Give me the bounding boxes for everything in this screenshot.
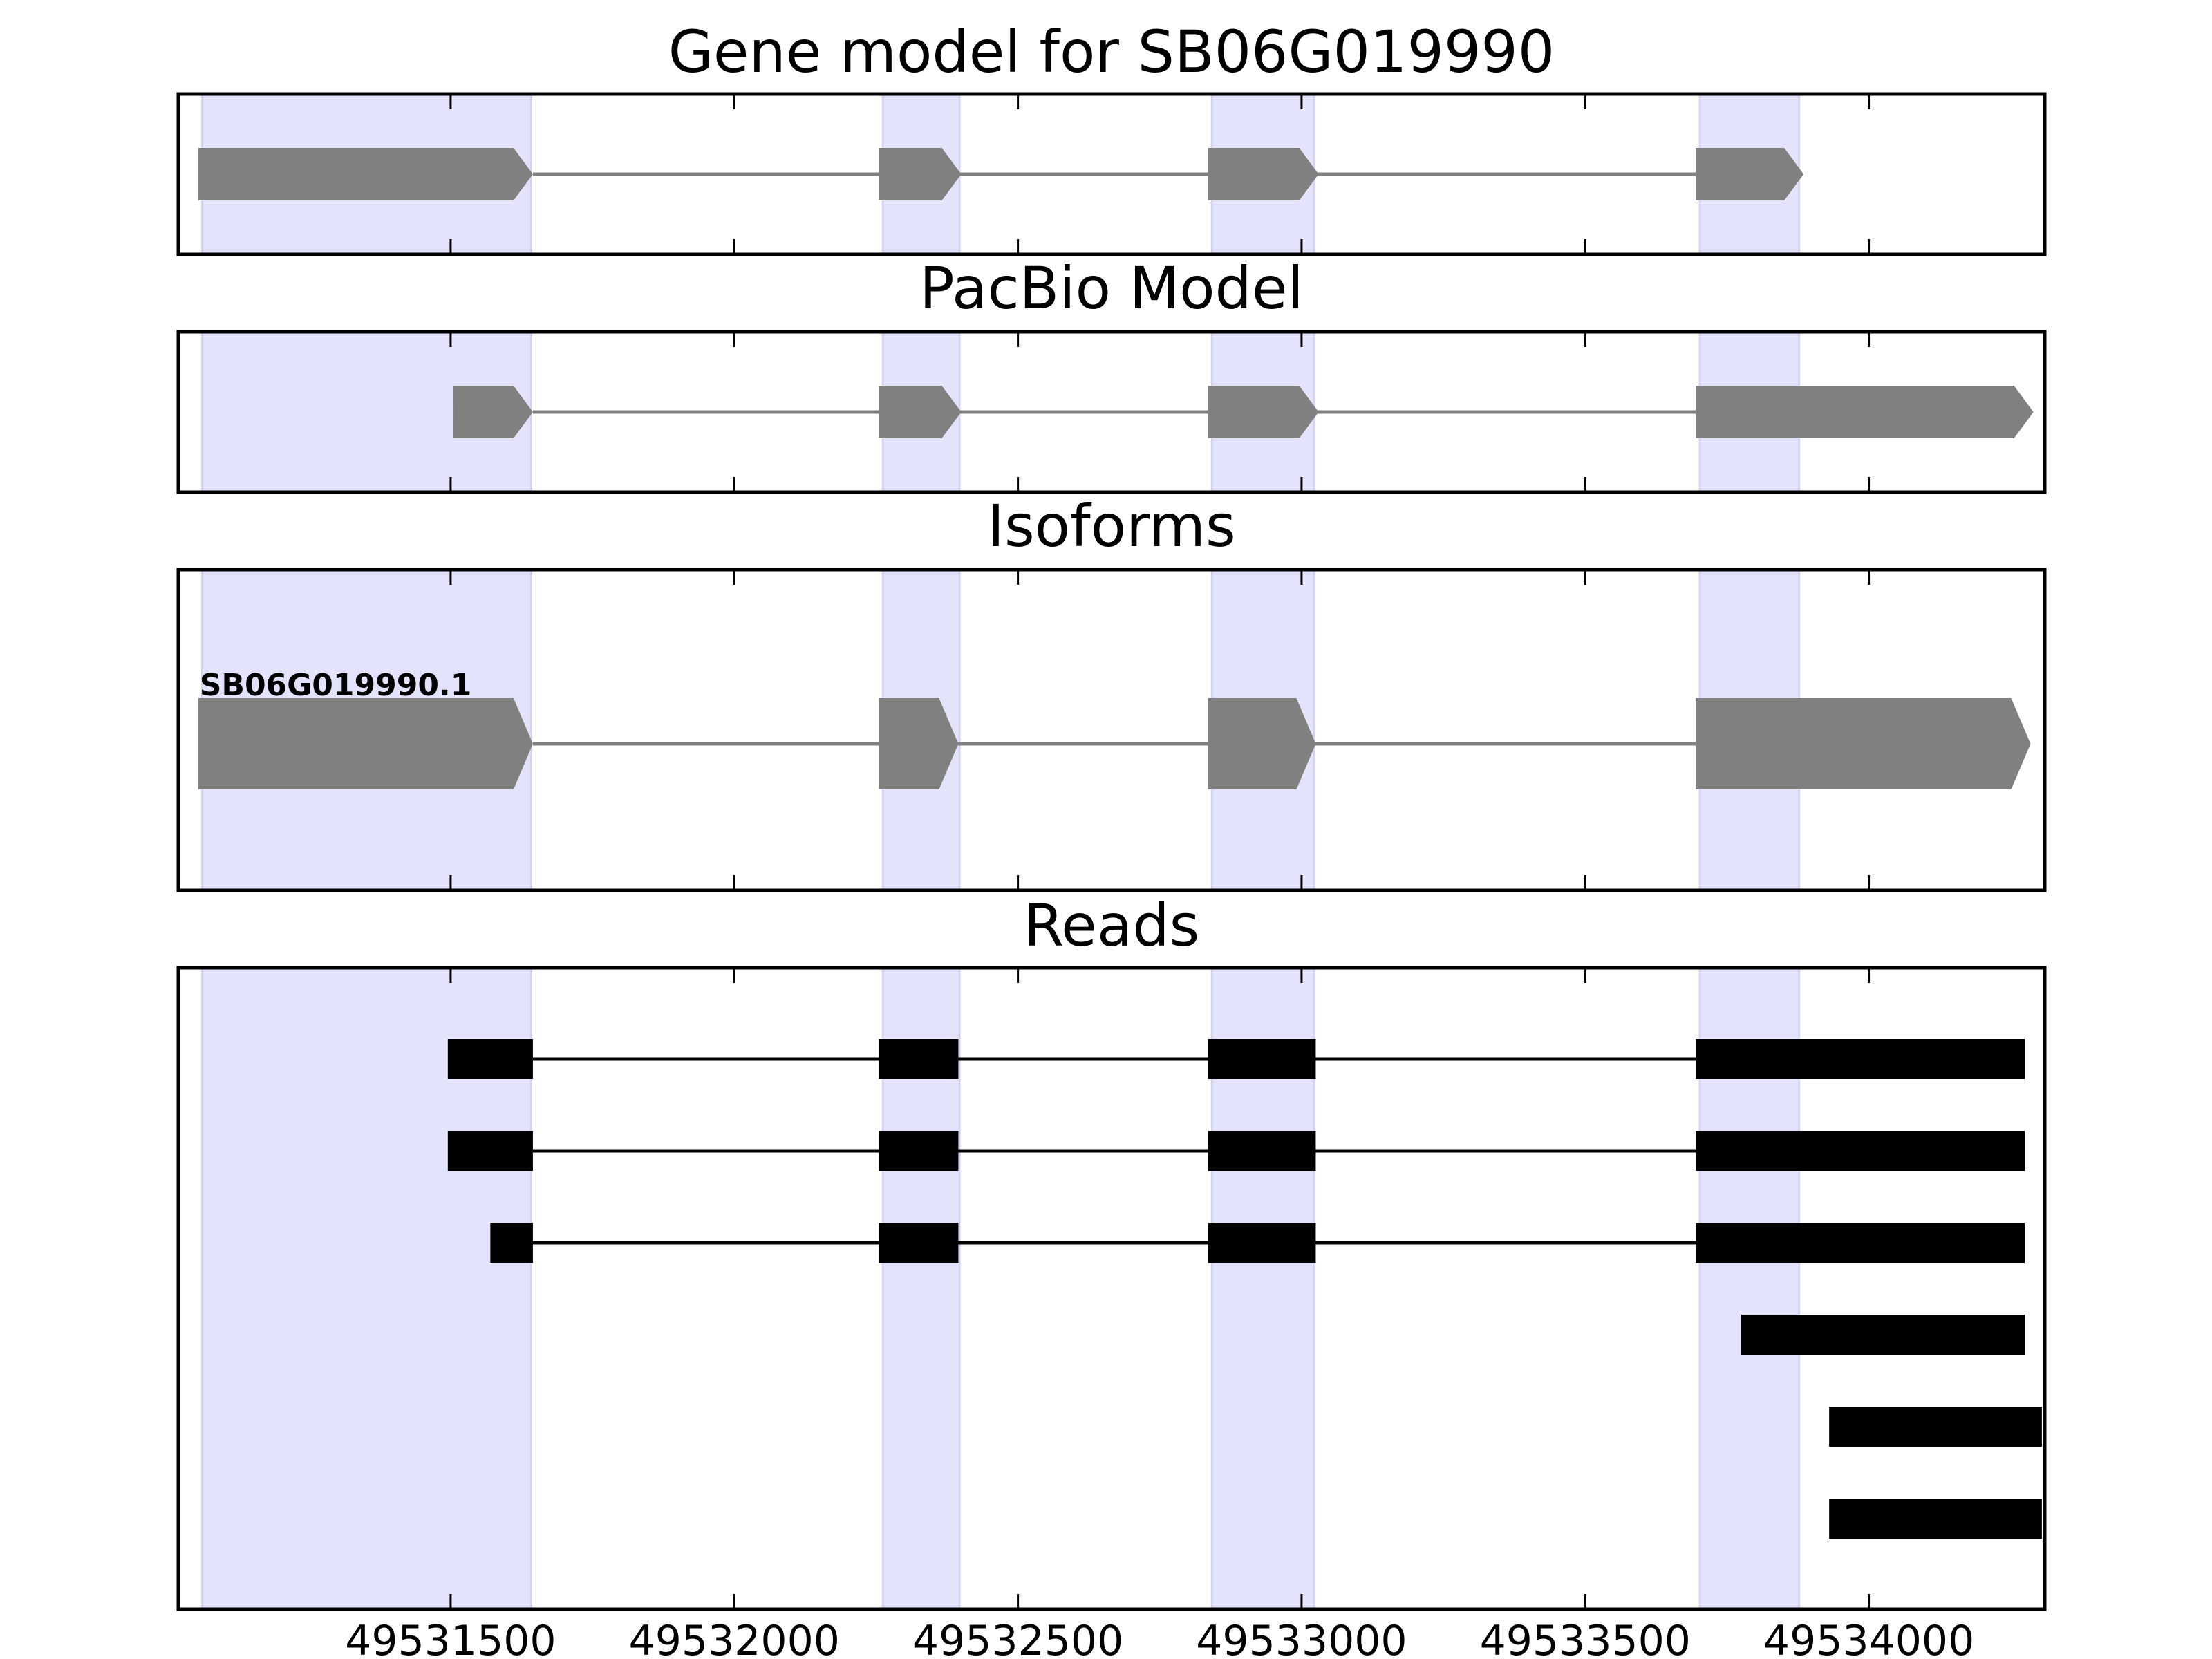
exon-block <box>879 148 962 200</box>
read-block <box>490 1223 533 1263</box>
panel-gene-model: Gene model for SB06G019990 <box>176 18 2047 256</box>
read-track <box>447 1131 2025 1171</box>
x-tick-label: 49533500 <box>1480 1617 1691 1659</box>
exon-block <box>453 386 533 438</box>
read-track <box>1829 1407 2042 1447</box>
exon-block <box>198 148 533 200</box>
x-tick-label: 49534000 <box>1763 1617 1974 1659</box>
read-block <box>1696 1131 2025 1171</box>
read-track <box>1829 1499 2042 1539</box>
isoform-label: SB06G019990.1 <box>200 668 472 703</box>
read-block <box>1696 1223 2025 1263</box>
exon-block <box>1208 148 1319 200</box>
read-block <box>879 1223 959 1263</box>
gene-track <box>198 148 1804 200</box>
panel-title: PacBio Model <box>919 254 1304 322</box>
read-block <box>447 1131 533 1171</box>
exon-block <box>879 386 962 438</box>
read-track <box>490 1223 2025 1263</box>
panel-frame <box>176 330 2047 494</box>
read-block <box>1741 1315 2025 1355</box>
x-tick-label: 49531500 <box>345 1617 556 1659</box>
panel-title: Reads <box>1024 892 1200 959</box>
gene-track: SB06G019990.1 <box>198 668 2031 789</box>
exon-block <box>1208 386 1319 438</box>
gene-track <box>453 386 2034 438</box>
read-track <box>447 1039 2025 1079</box>
exon-block <box>198 698 533 789</box>
panel-reads: Reads <box>176 892 2047 1611</box>
exon-block <box>1696 386 2034 438</box>
panel-isoforms: Isoforms SB06G019990.1 <box>176 492 2047 892</box>
read-block <box>879 1039 959 1079</box>
x-tick-label: 49532500 <box>912 1617 1123 1659</box>
read-block <box>1208 1039 1316 1079</box>
exon-block <box>1696 698 2031 789</box>
read-block <box>879 1131 959 1171</box>
panel-title: Gene model for SB06G019990 <box>668 18 1555 86</box>
panel-frame <box>176 568 2047 892</box>
x-tick-label: 49533000 <box>1196 1617 1407 1659</box>
panel-frame <box>176 966 2047 1611</box>
read-track <box>1741 1315 2025 1355</box>
read-block <box>1696 1039 2025 1079</box>
panel-title: Isoforms <box>987 492 1236 560</box>
x-tick-label: 49532000 <box>629 1617 840 1659</box>
read-block <box>1829 1407 2042 1447</box>
read-block <box>1208 1131 1316 1171</box>
panel-frame <box>176 92 2047 256</box>
panel-pacbio-model: PacBio Model <box>176 254 2047 494</box>
read-block <box>447 1039 533 1079</box>
exon-block <box>1208 698 1316 789</box>
read-block <box>1829 1499 2042 1539</box>
read-block <box>1208 1223 1316 1263</box>
exon-block <box>879 698 959 789</box>
exon-block <box>1696 148 1804 200</box>
